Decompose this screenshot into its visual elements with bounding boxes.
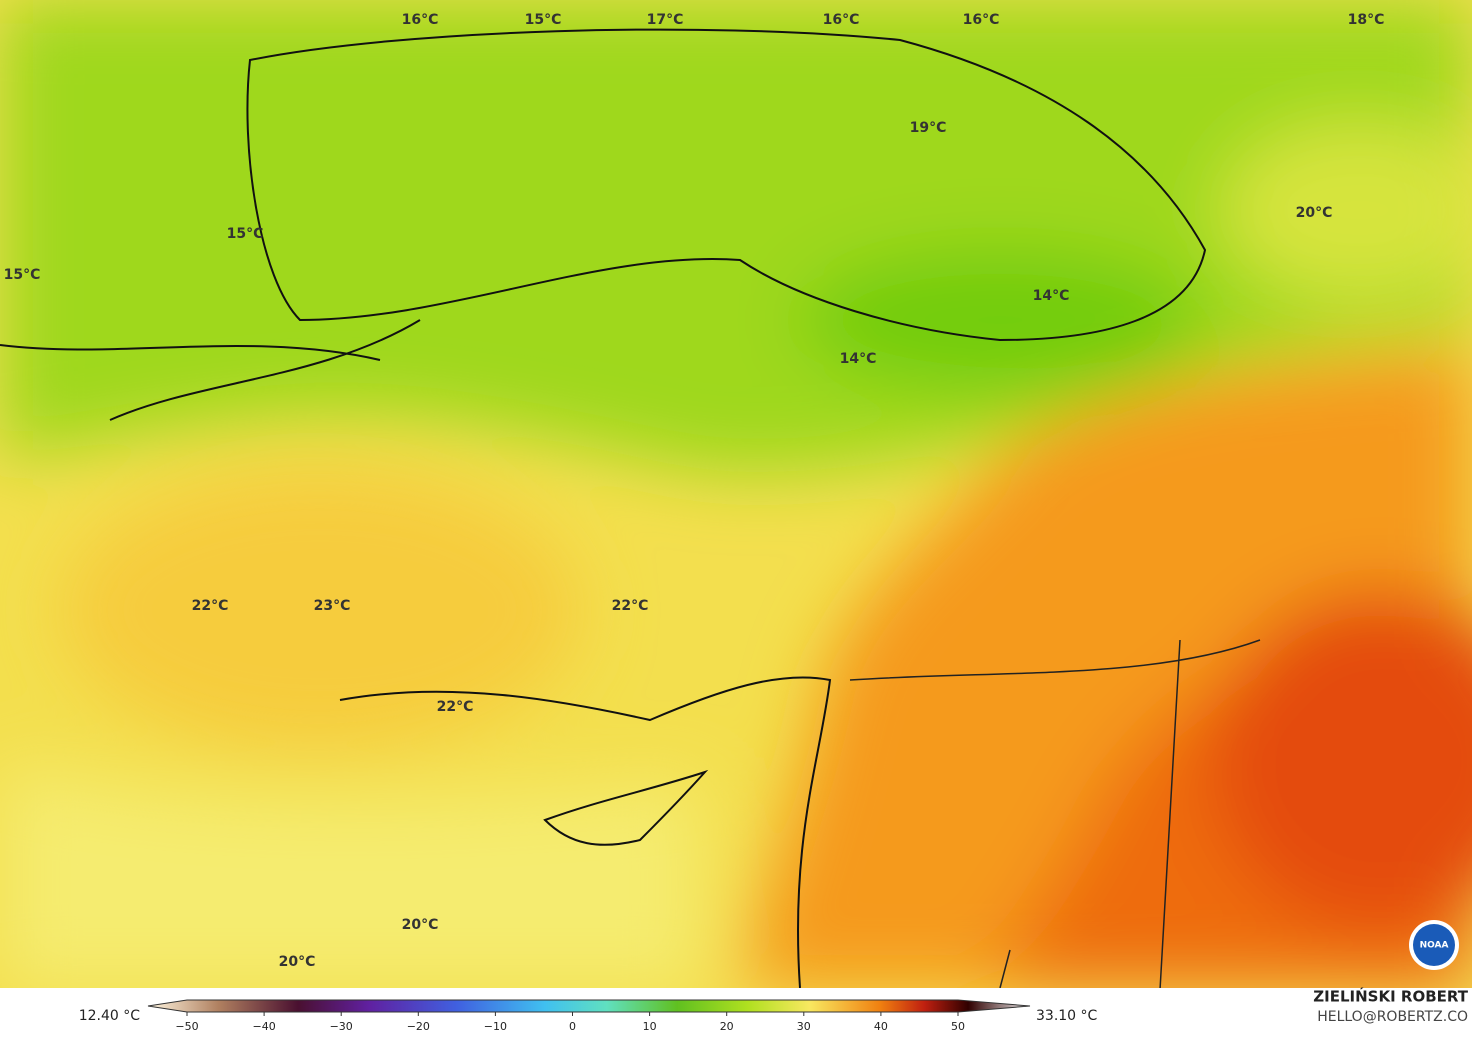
- temperature-labels: 16°C 15°C 17°C 16°C 16°C 18°C 19°C 20°C 15°C 15°C…: [4, 12, 1385, 970]
- logo: [1413, 924, 1455, 966]
- temperature-label: 17°C: [647, 12, 684, 28]
- temperature-label: 22°C: [437, 699, 474, 715]
- scale-tick-label: 50: [951, 1020, 965, 1033]
- temperature-label: 14°C: [840, 351, 877, 367]
- scale-tick-label: −40: [252, 1020, 275, 1033]
- scale-tick-label: 40: [874, 1020, 888, 1033]
- scale-tick-label: −10: [484, 1020, 507, 1033]
- temperature-label: 15°C: [4, 267, 41, 283]
- scale-tick-label: −20: [407, 1020, 430, 1033]
- temperature-label: 16°C: [823, 12, 860, 28]
- temperature-label: 23°C: [314, 598, 351, 614]
- temperature-label: 20°C: [279, 954, 316, 970]
- temperature-label: 15°C: [525, 12, 562, 28]
- temperature-label: 20°C: [402, 917, 439, 933]
- map-field: [0, 0, 1472, 991]
- temperature-label: 15°C: [227, 226, 264, 242]
- scale-tick-label: −50: [175, 1020, 198, 1033]
- author: ZIELIŃSKI ROBERT: [1313, 987, 1468, 1006]
- temperature-label: 22°C: [612, 598, 649, 614]
- logo-text: NOAA: [1420, 941, 1449, 951]
- color-scale: [147, 999, 1031, 1013]
- scale-min: 12.40 °C: [79, 1008, 141, 1024]
- scale-tick-label: 0: [569, 1020, 576, 1033]
- temperature-label: 19°C: [910, 120, 947, 136]
- scale-max: 33.10 °C: [1036, 1008, 1098, 1024]
- scale-tick-label: 20: [720, 1020, 734, 1033]
- temperature-label: 18°C: [1348, 12, 1385, 28]
- temperature-label: 16°C: [963, 12, 1000, 28]
- email: HELLO@ROBERTZ.CO: [1317, 1009, 1468, 1025]
- temperature-label: 22°C: [192, 598, 229, 614]
- scale-tick-label: 10: [643, 1020, 657, 1033]
- scale-tick-label: −30: [330, 1020, 353, 1033]
- scale-ticks: −50 −40 −30 −20 −10 0 10 20 30 40 50: [175, 1012, 965, 1033]
- scale-tick-label: 30: [797, 1020, 811, 1033]
- temperature-label: 14°C: [1033, 288, 1070, 304]
- temperature-label: 20°C: [1296, 205, 1333, 221]
- temperature-label: 16°C: [402, 12, 439, 28]
